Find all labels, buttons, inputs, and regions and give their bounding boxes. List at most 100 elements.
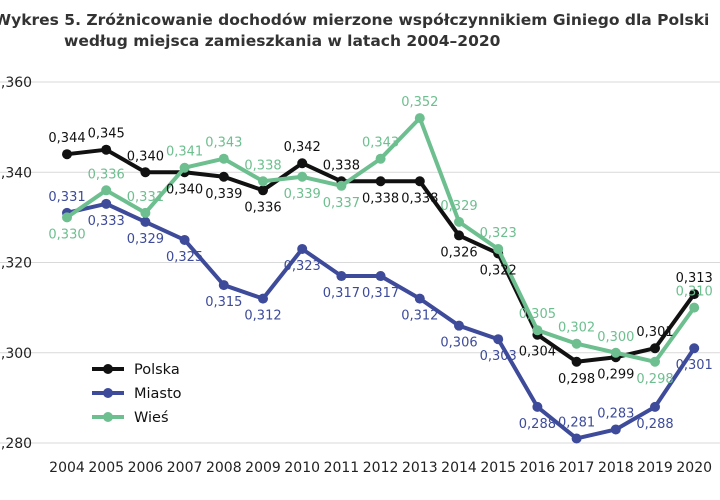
data-label: 0,326 [440, 245, 477, 260]
data-label: 0,317 [323, 286, 360, 301]
data-point [375, 153, 386, 164]
data-point [375, 271, 386, 282]
data-label: 0,298 [636, 372, 673, 387]
data-point [650, 356, 660, 367]
data-point [414, 176, 425, 187]
data-label: 0,338 [362, 191, 399, 206]
data-label: 0,310 [676, 285, 713, 300]
data-point [179, 162, 190, 173]
x-tick-label: 2018 [598, 460, 634, 476]
x-tick-label: 2009 [245, 460, 281, 476]
data-label: 0,306 [440, 336, 477, 351]
data-point [689, 289, 700, 300]
data-point [454, 320, 464, 331]
data-point [571, 356, 582, 367]
data-label: 0,343 [362, 136, 399, 151]
data-label: 0,329 [127, 232, 164, 247]
x-tick-label: 2004 [49, 460, 85, 476]
data-label: 0,339 [205, 187, 242, 202]
data-label: 0,352 [401, 95, 438, 110]
data-label: 0,312 [401, 309, 438, 324]
data-point [101, 185, 112, 196]
data-label: 0,340 [127, 149, 164, 164]
data-point [62, 212, 72, 223]
data-label: 0,342 [284, 140, 321, 155]
x-tick-label: 2016 [520, 460, 556, 476]
data-label: 0,331 [48, 190, 85, 205]
data-point [610, 347, 621, 358]
y-tick-label: 0,360 [0, 75, 32, 91]
data-point [571, 338, 582, 349]
y-tick-label: 0,320 [0, 256, 32, 272]
data-label: 0,317 [362, 286, 399, 301]
x-tick-label: 2019 [637, 460, 673, 476]
y-tick-label: 0,280 [0, 436, 32, 452]
data-point [258, 176, 268, 187]
data-label: 0,298 [558, 372, 595, 387]
data-point [610, 424, 621, 435]
data-point [297, 171, 308, 182]
data-label: 0,337 [323, 196, 360, 211]
data-label: 0,338 [323, 158, 360, 173]
legend-marker [103, 412, 113, 422]
data-point [493, 334, 504, 345]
data-label: 0,288 [636, 417, 673, 432]
data-point [375, 176, 386, 187]
data-point [650, 401, 660, 412]
data-label: 0,341 [166, 145, 203, 160]
data-point [414, 293, 425, 304]
data-label: 0,336 [88, 167, 125, 182]
data-point [532, 325, 543, 336]
data-point [140, 216, 151, 227]
data-point [297, 243, 308, 254]
x-tick-label: 2005 [88, 460, 124, 476]
chart-title-line2: według miejsca zamieszkania w latach 200… [64, 32, 501, 50]
data-label: 0,323 [284, 259, 321, 274]
data-label: 0,338 [244, 158, 281, 173]
data-label: 0,323 [480, 226, 517, 241]
data-point [689, 302, 700, 313]
data-label: 0,315 [205, 295, 242, 310]
x-tick-label: 2008 [206, 460, 242, 476]
data-point [258, 293, 268, 304]
data-label: 0,302 [558, 321, 595, 336]
data-point [140, 167, 151, 178]
data-label: 0,345 [88, 127, 125, 142]
data-point [454, 216, 464, 227]
data-label: 0,339 [284, 187, 321, 202]
chart-title-line1: Wykres 5. Zróżnicowanie dochodów mierzon… [0, 11, 710, 29]
data-label: 0,281 [558, 415, 595, 430]
legend-marker [103, 364, 113, 374]
y-tick-label: 0,340 [0, 165, 32, 181]
data-point [454, 230, 464, 241]
data-point [571, 433, 582, 444]
data-point [336, 271, 347, 282]
data-label: 0,304 [519, 345, 556, 360]
data-label: 0,325 [166, 250, 203, 265]
data-label: 0,343 [205, 136, 242, 151]
legend-label-wieś: Wieś [134, 410, 169, 426]
data-point [62, 149, 72, 160]
x-tick-label: 2010 [284, 460, 320, 476]
data-label: 0,288 [519, 417, 556, 432]
data-label: 0,329 [440, 199, 477, 214]
x-tick-label: 2012 [363, 460, 399, 476]
data-point [650, 343, 660, 354]
x-tick-label: 2006 [128, 460, 164, 476]
data-point [336, 180, 347, 191]
legend-marker [103, 388, 113, 398]
data-label: 0,322 [480, 263, 517, 278]
data-label: 0,331 [127, 190, 164, 205]
data-label: 0,305 [519, 307, 556, 322]
data-point [218, 153, 229, 164]
y-tick-label: 0,300 [0, 346, 32, 362]
x-tick-label: 2011 [324, 460, 360, 476]
data-point [101, 144, 112, 155]
x-tick-label: 2013 [402, 460, 438, 476]
data-label: 0,338 [401, 191, 438, 206]
data-point [218, 280, 229, 291]
data-point [689, 343, 700, 354]
x-tick-label: 2014 [441, 460, 477, 476]
data-point [179, 234, 190, 245]
